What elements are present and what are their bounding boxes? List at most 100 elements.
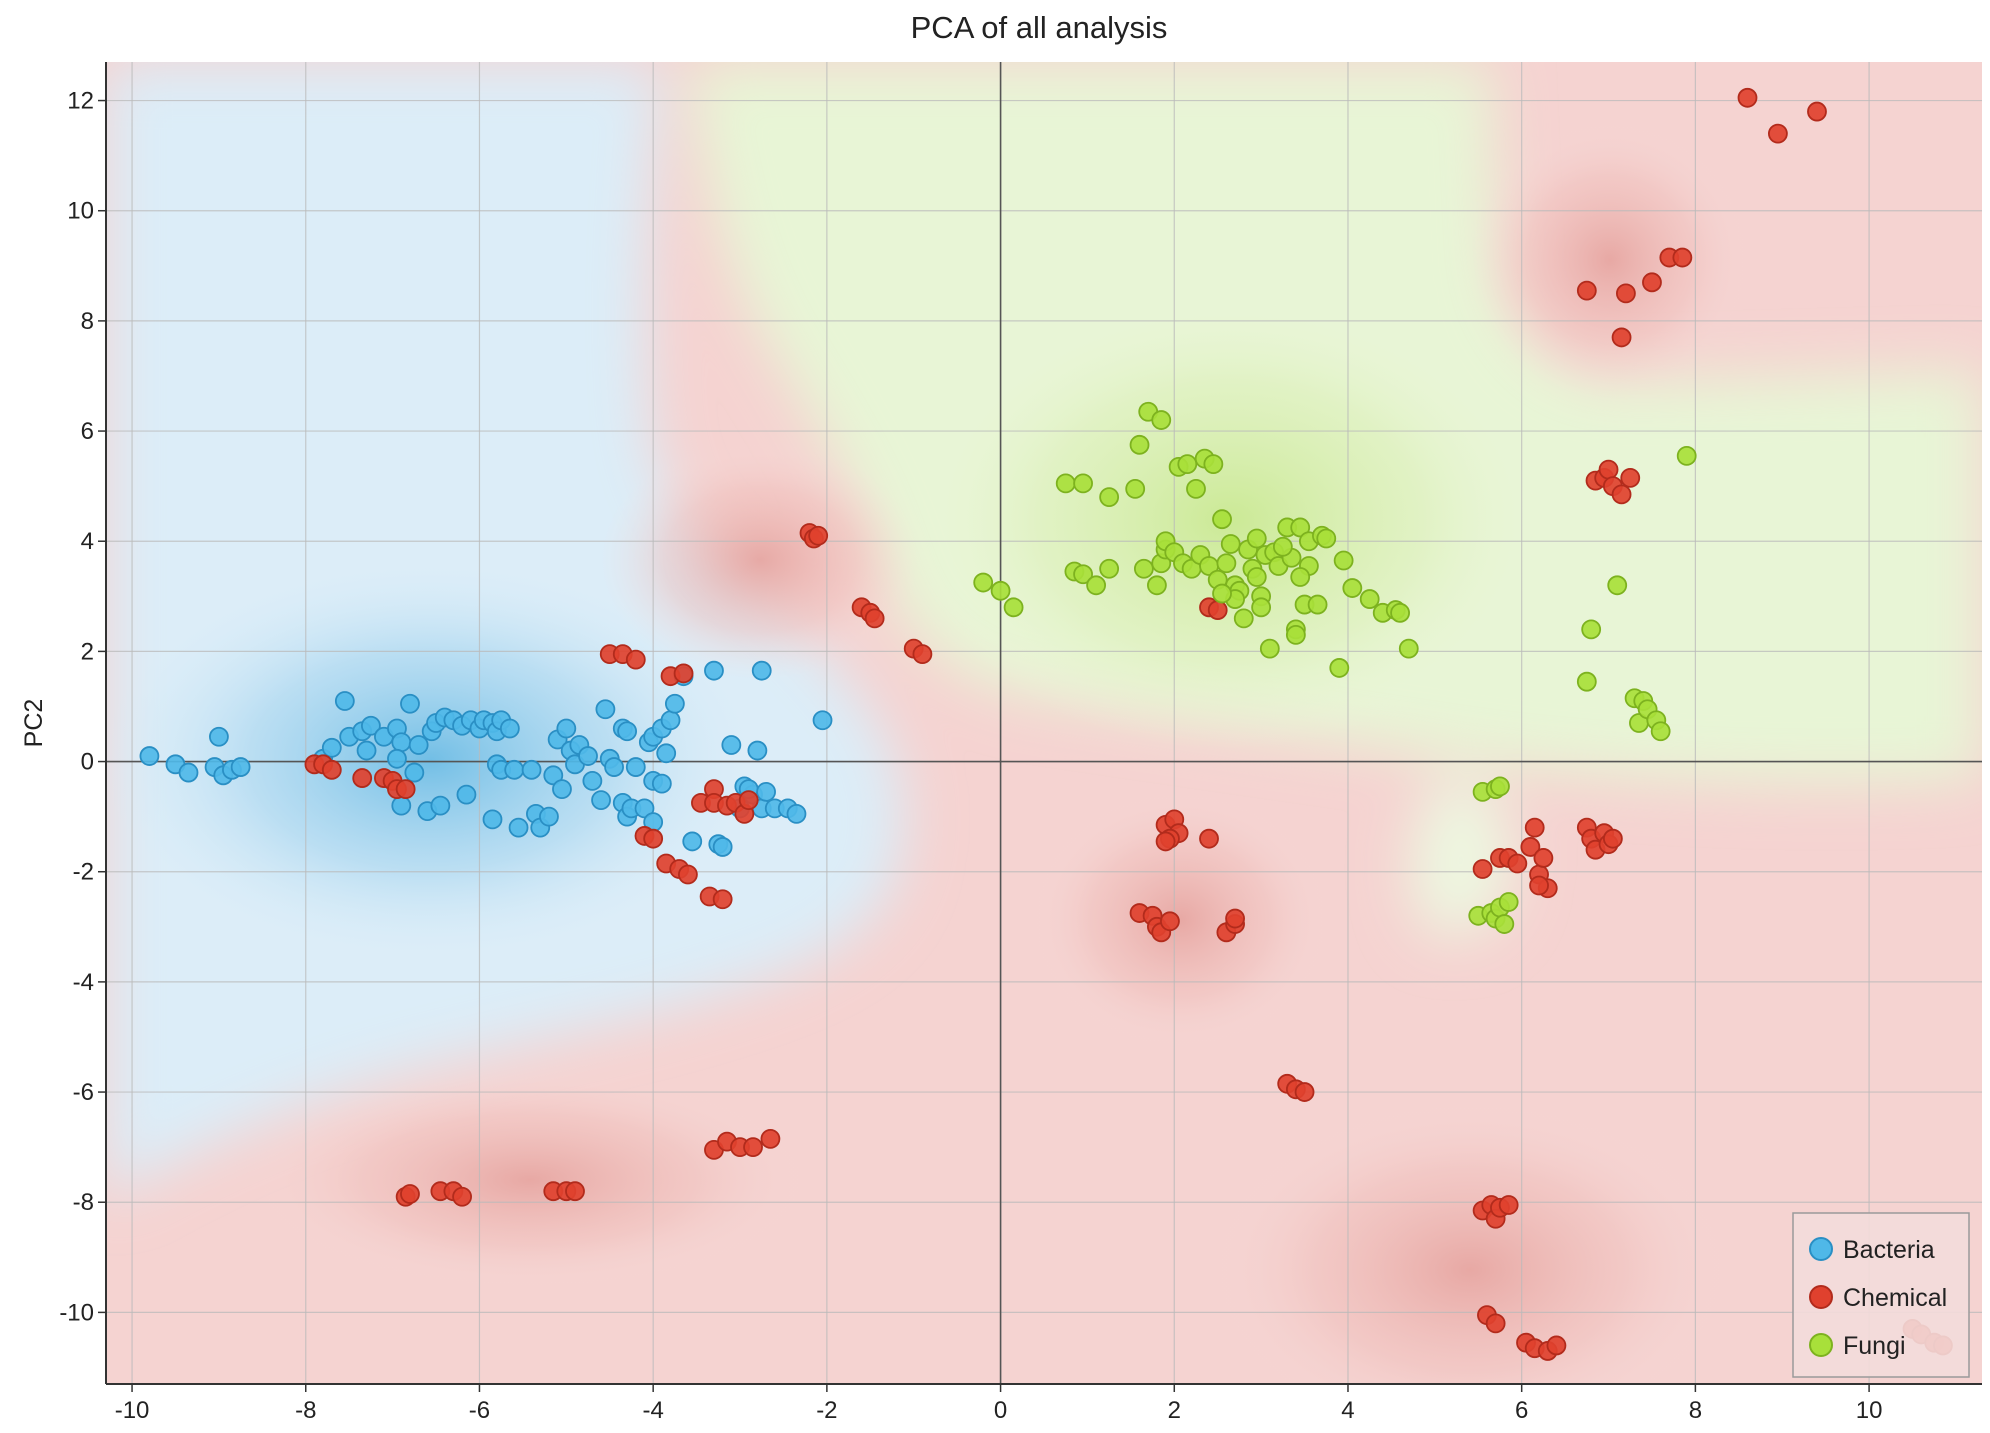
point-fungi (1290, 517, 1311, 538)
point-bacteria (408, 735, 429, 755)
point-fungi (1129, 434, 1150, 455)
point-bacteria (712, 837, 733, 857)
point-fungi (1133, 558, 1154, 579)
y-tick-label: -10 (59, 1299, 94, 1326)
point-fungi (1055, 473, 1076, 494)
series-fungi (973, 401, 1697, 934)
point-chemical (1616, 283, 1636, 304)
point-chemical (1485, 1313, 1506, 1334)
point-fungi (1390, 602, 1410, 623)
x-tick-label: -6 (469, 1397, 490, 1424)
point-bacteria (578, 746, 598, 766)
point-bacteria (139, 746, 160, 766)
point-chemical (1598, 459, 1619, 480)
point-bacteria (634, 798, 655, 819)
point-chemical (1524, 817, 1545, 838)
point-chemical (864, 608, 885, 629)
point-chemical (1225, 908, 1245, 929)
legend: Bacteria Chemical Fungi (1792, 1212, 1970, 1378)
point-fungi (1329, 658, 1350, 678)
point-fungi (1498, 892, 1519, 912)
point-chemical (1642, 272, 1662, 293)
point-fungi (1086, 575, 1107, 596)
point-fungi (973, 572, 994, 593)
y-tick-label: 12 (67, 88, 94, 115)
y-tick-label: 6 (81, 418, 94, 445)
point-chemical (1767, 123, 1788, 144)
point-fungi (1212, 509, 1232, 530)
point-bacteria (321, 737, 342, 758)
point-bacteria (682, 831, 703, 852)
point-chemical (1611, 327, 1632, 348)
point-fungi (1490, 776, 1510, 797)
point-bacteria (178, 762, 199, 783)
point-bacteria (391, 795, 412, 816)
data-points (139, 87, 1953, 1361)
chemical-region-core-1 (1030, 790, 1330, 1050)
chemical-region-core-4 (1470, 120, 1750, 400)
legend-marker-chemical (1809, 1285, 1833, 1309)
point-fungi (1220, 534, 1241, 554)
point-chemical (1529, 875, 1549, 896)
point-bacteria (400, 693, 420, 714)
point-fungi (1216, 553, 1237, 574)
y-tick-label: 4 (81, 528, 94, 555)
point-fungi (1607, 575, 1628, 596)
point-chemical (1498, 1195, 1519, 1215)
point-fungi (1307, 594, 1328, 615)
point-chemical (1576, 280, 1597, 301)
point-chemical (1160, 911, 1180, 932)
point-fungi (1290, 567, 1311, 587)
point-bacteria (756, 781, 776, 802)
point-chemical (1672, 247, 1693, 268)
point-bacteria (786, 803, 807, 824)
point-bacteria (387, 748, 407, 769)
legend-marker-fungi (1809, 1333, 1833, 1357)
point-bacteria (595, 699, 616, 720)
point-chemical (1155, 831, 1176, 852)
point-chemical (1472, 859, 1493, 879)
point-fungi (1342, 578, 1363, 598)
series-chemical (304, 87, 1953, 1361)
point-bacteria (617, 721, 638, 742)
y-axis-label: PC2 (20, 699, 48, 748)
legend-label-chemical: Chemical (1843, 1284, 1947, 1312)
point-chemical (912, 644, 933, 665)
zero-lines (106, 62, 1982, 1384)
point-fungi (1359, 589, 1380, 609)
point-fungi (1246, 567, 1267, 587)
point-chemical (738, 790, 759, 811)
point-chemical (1737, 87, 1758, 108)
point-chemical (712, 889, 733, 910)
point-chemical (1807, 101, 1827, 122)
legend-marker-bacteria (1809, 1237, 1833, 1261)
y-tick-label: -6 (73, 1079, 94, 1106)
chemical-region-core-5 (600, 440, 920, 680)
point-chemical (1507, 853, 1528, 874)
point-fungi (1003, 597, 1024, 618)
point-fungi (1494, 914, 1515, 934)
y-tick-label: 0 (81, 749, 94, 776)
point-chemical (643, 828, 664, 849)
x-tick-label: -2 (816, 1397, 837, 1424)
point-chemical (352, 768, 373, 788)
point-bacteria (651, 773, 672, 794)
point-chemical (400, 1184, 420, 1204)
point-bacteria (704, 660, 724, 681)
x-tick-label: 8 (1689, 1397, 1702, 1424)
point-chemical (565, 1181, 585, 1202)
point-bacteria (664, 693, 685, 714)
point-bacteria (430, 795, 451, 816)
x-tick-label: -10 (115, 1397, 150, 1424)
fungi-pocket-region (1410, 778, 1512, 938)
point-bacteria (499, 718, 520, 739)
legend-label-bacteria: Bacteria (1843, 1236, 1935, 1264)
legend-label-fungi: Fungi (1843, 1332, 1906, 1360)
point-fungi (1147, 575, 1167, 596)
point-bacteria (552, 779, 572, 799)
point-fungi (1581, 619, 1602, 640)
x-tick-label: 2 (1168, 1397, 1181, 1424)
point-bacteria (556, 718, 577, 739)
point-chemical (1611, 484, 1632, 505)
